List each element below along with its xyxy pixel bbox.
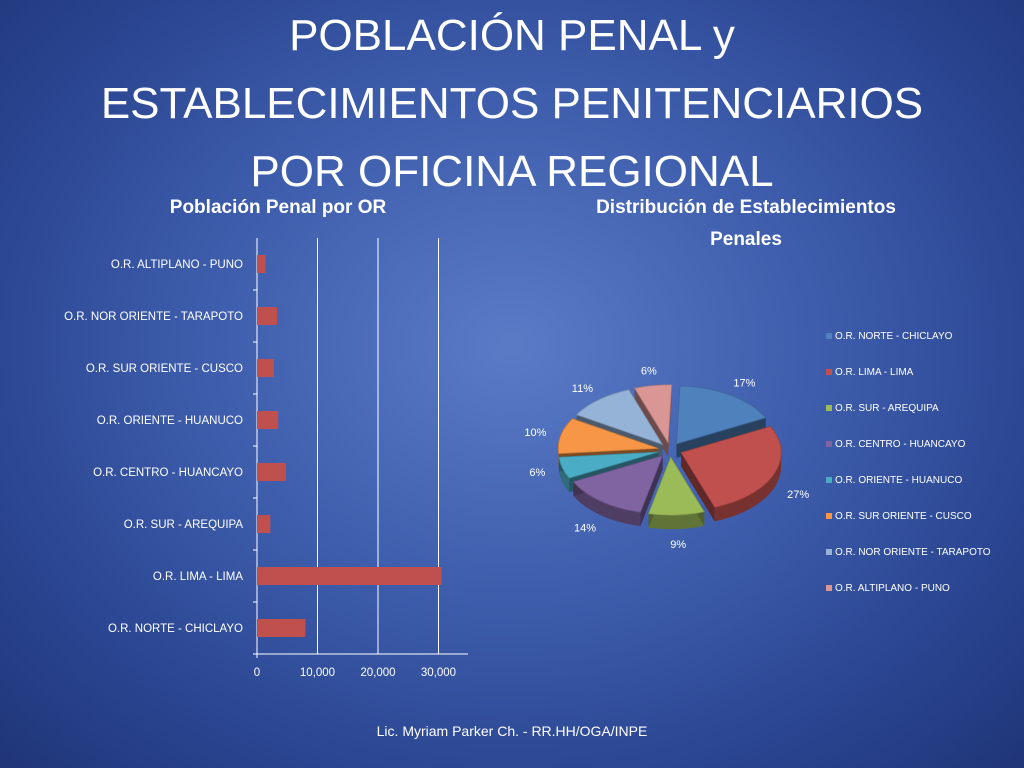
legend-item: O.R. ORIENTE - HUANUCO: [826, 474, 996, 510]
pie-chart: 17% 27% 9% 14% 6% 10% 11% 6%: [524, 366, 809, 551]
legend-item: O.R. ALTIPLANO - PUNO: [826, 582, 996, 618]
pie-slice: [572, 455, 664, 513]
bar: [257, 255, 266, 273]
legend-item: O.R. SUR ORIENTE - CUSCO: [826, 510, 996, 546]
legend-label: O.R. ORIENTE - HUANUCO: [835, 475, 963, 486]
bar: [257, 619, 306, 637]
bar-category-label: O.R. CENTRO - HUANCAYO: [93, 467, 243, 479]
bar-chart: O.R. NORTE - CHICLAYO O.R. LIMA - LIMA O.R…: [64, 238, 468, 679]
pie-slice: [633, 384, 673, 445]
pie-value-label: 17%: [733, 377, 755, 389]
bar-category-label: O.R. NORTE - CHICLAYO: [108, 623, 243, 635]
pie-value-label: 27%: [787, 489, 809, 501]
bar-category-label: O.R. SUR ORIENTE - CUSCO: [86, 363, 243, 375]
bar-chart-title: Población Penal por OR: [169, 197, 387, 218]
slide-title-line-1: POBLACIÓN PENAL y: [289, 11, 735, 60]
bar: [257, 411, 279, 429]
pie-slice-wall: [681, 452, 715, 522]
bar: [257, 515, 271, 533]
bar: [257, 307, 277, 325]
bar: [257, 567, 442, 585]
pie-value-label: 6%: [529, 467, 545, 479]
slide-title: POBLACIÓN PENAL y ESTABLECIMIENTOS PENIT…: [0, 2, 1024, 206]
legend-swatch: [826, 585, 832, 591]
pie-chart-title: Distribución de Establecimientos Penales: [596, 197, 896, 250]
legend-label: O.R. LIMA - LIMA: [835, 367, 914, 378]
legend-swatch: [826, 405, 832, 411]
legend-swatch: [826, 513, 832, 519]
pie-slice: [647, 456, 705, 516]
bar-x-tick-label: 30,000: [421, 667, 456, 679]
legend-label: O.R. ALTIPLANO - PUNO: [835, 583, 950, 594]
bar-x-tick-label: 10,000: [300, 667, 335, 679]
legend-label: O.R. SUR - AREQUIPA: [835, 403, 939, 414]
bar-category-label: O.R. ORIENTE - HUANUCO: [97, 415, 243, 427]
legend-item: O.R. SUR - AREQUIPA: [826, 402, 996, 438]
legend-label: O.R. CENTRO - HUANCAYO: [835, 439, 966, 450]
legend-swatch: [826, 477, 832, 483]
bar-category-label: O.R. LIMA - LIMA: [153, 571, 243, 583]
legend-swatch: [826, 369, 832, 375]
pie-slice: [680, 426, 782, 508]
bar-category-label: O.R. ALTIPLANO - PUNO: [111, 259, 243, 271]
pie-slice: [558, 451, 659, 479]
bar-category-label: O.R. SUR - AREQUIPA: [124, 519, 244, 531]
pie-slice: [676, 385, 767, 445]
bar-x-tick-label: 20,000: [360, 667, 395, 679]
legend-item: O.R. LIMA - LIMA: [826, 366, 996, 402]
pie-value-label: 10%: [524, 427, 546, 439]
legend-label: O.R. NOR ORIENTE - TARAPOTO: [835, 547, 991, 558]
pie-slice-side: [558, 457, 570, 493]
slide-title-line-3: POR OFICINA REGIONAL: [250, 147, 774, 196]
pie-value-label: 14%: [574, 522, 596, 534]
bar: [257, 463, 287, 481]
pie-value-label: 6%: [641, 366, 657, 378]
slide-title-line-2: ESTABLECIMIENTOS PENITENCIARIOS: [100, 79, 924, 128]
legend-label: O.R. SUR ORIENTE - CUSCO: [835, 511, 972, 522]
legend-swatch: [826, 549, 832, 555]
legend-swatch: [826, 441, 832, 447]
legend-label: O.R. NORTE - CHICLAYO: [835, 331, 953, 342]
pie-slice-side: [714, 452, 782, 522]
pie-value-label: 11%: [572, 383, 593, 395]
bar: [257, 359, 274, 377]
pie-slice-wall: [640, 455, 663, 527]
pie-slice: [575, 389, 664, 446]
legend-swatch: [826, 333, 832, 339]
legend-item: O.R. NOR ORIENTE - TARAPOTO: [826, 546, 996, 582]
legend-item: O.R. NORTE - CHICLAYO: [826, 330, 996, 366]
pie-slice-side: [648, 511, 705, 530]
pie-slice: [557, 418, 659, 455]
pie-value-label: 9%: [670, 539, 686, 551]
legend-item: O.R. CENTRO - HUANCAYO: [826, 438, 996, 474]
bar-category-label: O.R. NOR ORIENTE - TARAPOTO: [64, 311, 243, 323]
slide-footer: Lic. Myriam Parker Ch. - RR.HH/OGA/INPE: [376, 723, 648, 739]
pie-legend: O.R. NORTE - CHICLAYO O.R. LIMA - LIMA O.R…: [826, 330, 996, 618]
bar-x-tick-label: 0: [254, 667, 260, 679]
